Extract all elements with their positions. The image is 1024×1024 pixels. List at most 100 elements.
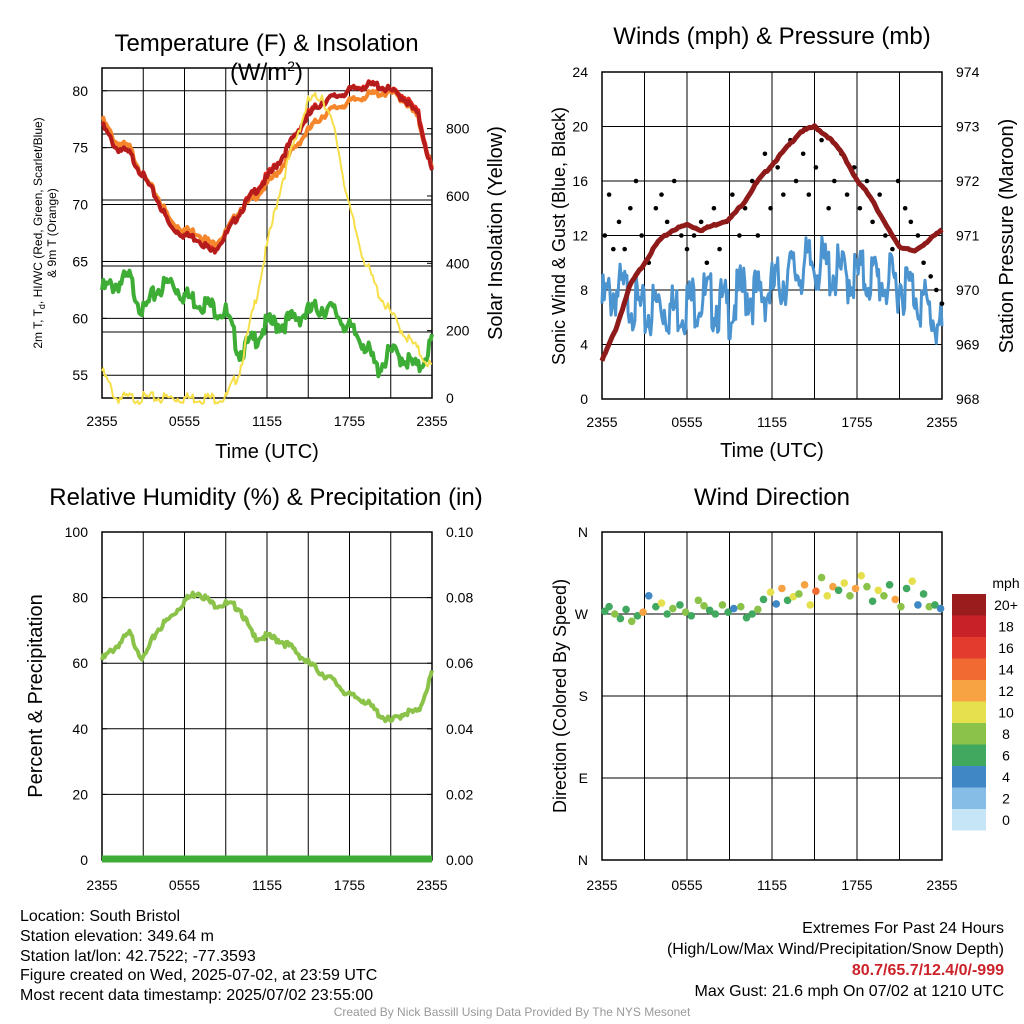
speed-legend: mph 20+ 18 16 14 12 10 8 6 4 2 0 [952, 575, 1020, 831]
humidity-panel: 2355 0555 1155 1755 2355 0 20 40 60 80 100 0.00 0.02… [25, 484, 483, 893]
x-tick-label: 2355 [926, 414, 957, 430]
winds-title: Winds (mph) & Pressure (mb) [613, 23, 930, 50]
temp-y-label-part2: , HI/WC (Red, Green, Scarlet/Blue) [31, 117, 45, 304]
y-tick-label: N [578, 524, 588, 540]
y-tick-label: W [575, 606, 589, 622]
y2-tick-label: 972 [956, 173, 980, 189]
x-tick-label: 2355 [926, 877, 957, 893]
direction-point [868, 597, 877, 606]
created-text: Figure created on Wed, 2025-07-02, at 23… [20, 967, 378, 985]
legend-unit: mph [992, 575, 1019, 591]
y2-tick-label: 800 [446, 121, 470, 137]
x-tick-label: 1155 [252, 413, 282, 429]
y-tick-label: 8 [580, 282, 588, 298]
y-tick-label: E [579, 770, 588, 786]
legend-swatch [952, 701, 986, 723]
gust-point [606, 192, 612, 197]
direction-point [936, 604, 945, 613]
y-tick-label: 100 [65, 524, 89, 540]
y2-tick-label: 968 [956, 391, 980, 407]
station-info: Location: South Bristol Station elevatio… [20, 907, 377, 1006]
temp-y2-label: Solar Insolation (Yellow) [485, 126, 507, 340]
direction-point [724, 608, 732, 616]
gust-point [895, 178, 901, 184]
gust-point [800, 151, 806, 157]
gust-point [664, 219, 670, 225]
legend-swatch [952, 744, 986, 766]
y-tick-label: 4 [580, 337, 588, 353]
gust-point [749, 178, 755, 184]
temp-y-label-line2: & 9m T (Orange) [45, 188, 59, 278]
direction-point [737, 602, 745, 611]
y-tick-label: 20 [572, 119, 588, 135]
extremes-values: 80.7/65.7/12.4/0/-999 [851, 962, 1004, 979]
direction-point [652, 602, 660, 611]
gust-point [781, 192, 786, 197]
direction-point [851, 584, 860, 593]
direction-point [766, 588, 775, 596]
direction-point [857, 571, 866, 580]
gust-point [698, 219, 704, 225]
x-tick-label: 1755 [841, 414, 872, 430]
gust-point [826, 205, 831, 211]
direction-point [705, 606, 714, 615]
winds-y2-label: Station Pressure (Maroon) [996, 119, 1018, 354]
legend-swatch [952, 809, 986, 831]
legend-label: 6 [1002, 748, 1010, 764]
legend-label: 20+ [994, 597, 1018, 613]
direction-point [902, 584, 911, 593]
elevation-text: Station elevation: 349.64 m [20, 927, 214, 945]
gust-point [755, 233, 761, 238]
temp-y-label-sub: d [37, 304, 47, 309]
max-gust-text: Max Gust: 21.6 mph On 07/02 at 1210 UTC [694, 983, 1005, 1000]
extremes-legend: (High/Low/Max Wind/Precipitation/Snow De… [666, 941, 1004, 958]
gust-point [908, 219, 914, 225]
direction-point [748, 610, 756, 618]
x-tick-label: 2355 [416, 877, 447, 893]
gust-point [730, 192, 735, 197]
x-tick-label: 1755 [334, 877, 365, 893]
direction-point [663, 610, 671, 618]
direction-point [846, 591, 854, 600]
direction-point [639, 608, 647, 616]
gust-point [857, 205, 863, 211]
direction-point [657, 599, 666, 607]
gust-point [915, 233, 921, 238]
y-tick-label: 0 [80, 852, 88, 868]
gust-point [639, 233, 644, 238]
x-tick-label: 1755 [841, 877, 872, 893]
gust-point [890, 246, 895, 252]
legend-label: 14 [998, 662, 1014, 678]
y2-tick-label: 0.00 [446, 852, 473, 868]
legend-swatch [952, 766, 986, 788]
legend-label: 10 [998, 705, 1014, 721]
gust-point [793, 178, 799, 184]
y-tick-label: S [579, 688, 588, 704]
legend-label: 18 [998, 619, 1014, 635]
gust-point [864, 178, 870, 184]
x-tick-label: 2355 [416, 413, 447, 429]
y-tick-label: 0 [580, 391, 588, 407]
x-tick-label: 1155 [252, 877, 282, 893]
gust-point [939, 301, 945, 306]
winds-x-label: Time (UTC) [720, 440, 824, 462]
direction-point [795, 590, 803, 598]
gust-point [768, 205, 773, 211]
direction-point [806, 601, 815, 609]
x-tick-label: 2355 [586, 414, 617, 430]
temp-series-2 [100, 79, 434, 255]
x-tick-label: 0555 [169, 877, 200, 893]
legend-label: 8 [1002, 726, 1010, 742]
direction-point [718, 601, 727, 609]
pressure-series [599, 123, 944, 362]
direction-point [863, 582, 871, 591]
direction-point [700, 602, 708, 610]
humidity-series [100, 590, 434, 724]
direction-point [622, 605, 630, 614]
direction-point [754, 605, 762, 614]
y2-tick-label: 0.10 [446, 524, 473, 540]
legend-swatch [952, 723, 986, 745]
location-text: Location: South Bristol [20, 908, 181, 925]
direction-point [931, 601, 939, 609]
